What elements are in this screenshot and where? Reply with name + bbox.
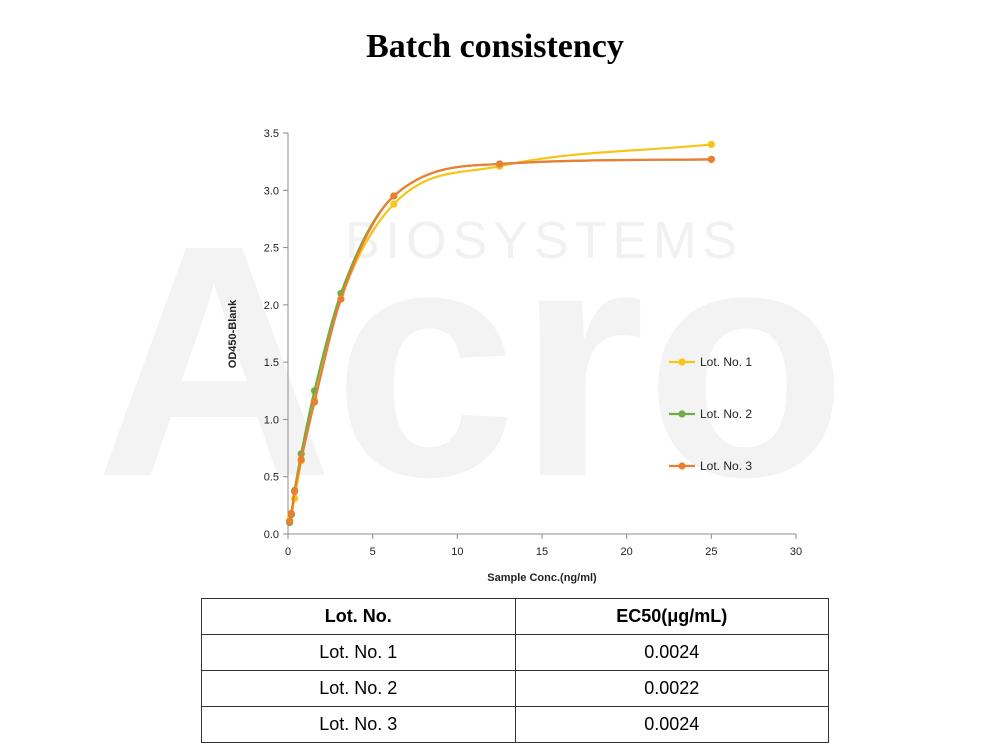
page-title: Batch consistency — [366, 28, 624, 65]
x-tick-label: 20 — [621, 546, 633, 558]
header-lot-no: Lot. No. — [201, 598, 516, 635]
data-point — [707, 155, 715, 163]
legend-item: Lot. No. 1 — [669, 355, 752, 369]
x-tick-label: 30 — [790, 546, 802, 558]
legend-label: Lot. No. 3 — [700, 459, 752, 473]
legend-label: Lot. No. 1 — [700, 355, 752, 369]
y-tick-label: 3.5 — [264, 128, 279, 140]
table-row: Lot. No. 3 0.0024 — [201, 706, 829, 743]
data-point — [337, 295, 345, 303]
lot-cell: Lot. No. 2 — [201, 670, 516, 707]
watermark: Acro BIOSYSTEMS — [95, 176, 847, 545]
data-point — [707, 140, 715, 149]
data-point — [286, 517, 294, 525]
legend-swatch-marker — [678, 358, 686, 366]
x-tick-label: 10 — [451, 546, 463, 558]
x-axis-title: Sample Conc.(ng/ml) — [487, 572, 597, 584]
data-point — [390, 200, 398, 208]
legend-item: Lot. No. 3 — [669, 459, 752, 473]
legend-label: Lot. No. 2 — [700, 407, 752, 421]
legend: Lot. No. 1 Lot. No. 2 Lot. No. 3 — [669, 355, 752, 473]
data-point — [310, 398, 319, 406]
x-tick-label: 25 — [705, 546, 717, 558]
lot-cell: Lot. No. 3 — [201, 706, 516, 743]
y-tick-label: 2.5 — [264, 243, 279, 255]
data-point — [496, 160, 504, 168]
y-tick-label: 0.5 — [264, 472, 279, 484]
chart-area: Acro BIOSYSTEMS 0 5 10 15 20 25 30 0.0 0.5 1.0 1.… — [95, 128, 847, 584]
series-3 — [286, 155, 715, 525]
ec50-cell: 0.0022 — [514, 670, 829, 707]
data-point — [390, 192, 398, 200]
table-row: Lot. No. 2 0.0022 — [201, 670, 829, 707]
series-layer — [286, 140, 715, 527]
legend-item: Lot. No. 2 — [669, 407, 752, 421]
x-tick-label: 0 — [285, 546, 291, 558]
y-tick-label: 1.5 — [264, 357, 279, 369]
y-ticks: 0.0 0.5 1.0 1.5 2.0 2.5 3.0 3.5 — [264, 128, 288, 541]
watermark-text: BIOSYSTEMS — [345, 212, 743, 270]
y-tick-label: 3.0 — [264, 185, 279, 197]
table-row: Lot. No. 1 0.0024 — [201, 634, 829, 671]
y-tick-label: 1.0 — [264, 414, 279, 426]
y-axis-title: OD450-Blank — [227, 299, 239, 368]
data-point — [291, 488, 299, 496]
y-tick-label: 2.0 — [264, 300, 279, 312]
ec50-table: Lot. No. EC50(μg/mL) Lot. No. 1 0.0024 L… — [201, 598, 829, 743]
ec50-cell: 0.0024 — [514, 706, 829, 743]
lot-cell: Lot. No. 1 — [201, 634, 516, 671]
legend-swatch-marker — [678, 462, 686, 470]
x-ticks: 0 5 10 15 20 25 30 — [285, 534, 802, 558]
table-header-row: Lot. No. EC50(μg/mL) — [201, 598, 829, 635]
x-tick-label: 15 — [536, 546, 548, 558]
header-ec50: EC50(μg/mL) — [514, 598, 829, 635]
data-point — [297, 455, 305, 464]
data-point — [287, 509, 295, 517]
watermark-logo: Acro — [95, 176, 847, 545]
legend-swatch-marker — [678, 410, 686, 418]
x-tick-label: 5 — [370, 546, 376, 558]
ec50-cell: 0.0024 — [514, 634, 829, 671]
y-tick-label: 0.0 — [264, 529, 279, 541]
